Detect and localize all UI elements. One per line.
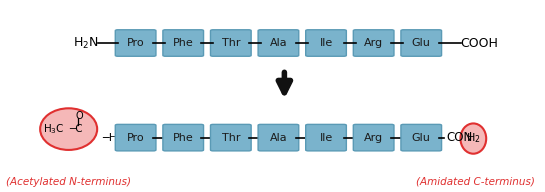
Text: (Acetylated N-terminus): (Acetylated N-terminus): [6, 177, 131, 187]
FancyBboxPatch shape: [306, 124, 347, 151]
FancyBboxPatch shape: [258, 124, 299, 151]
Text: Pro: Pro: [127, 133, 144, 143]
FancyBboxPatch shape: [116, 30, 156, 56]
Text: Ala: Ala: [270, 133, 287, 143]
Text: Thr: Thr: [222, 133, 240, 143]
Text: Phe: Phe: [173, 38, 193, 48]
Text: Arg: Arg: [364, 133, 383, 143]
FancyBboxPatch shape: [353, 124, 394, 151]
Ellipse shape: [461, 123, 486, 154]
Text: Phe: Phe: [173, 133, 193, 143]
Text: Thr: Thr: [222, 38, 240, 48]
FancyBboxPatch shape: [210, 30, 251, 56]
FancyBboxPatch shape: [306, 30, 347, 56]
Text: H$_2$: H$_2$: [466, 132, 481, 146]
Text: Glu: Glu: [412, 38, 431, 48]
Text: Ala: Ala: [270, 38, 287, 48]
Text: Arg: Arg: [364, 38, 383, 48]
Text: Ile: Ile: [319, 38, 332, 48]
Text: O: O: [76, 111, 83, 121]
Text: Pro: Pro: [127, 38, 144, 48]
Text: Glu: Glu: [412, 133, 431, 143]
Text: ─C: ─C: [69, 124, 83, 134]
Text: ─HN: ─HN: [102, 133, 126, 143]
FancyArrowPatch shape: [278, 72, 290, 93]
FancyBboxPatch shape: [401, 30, 441, 56]
Text: H$_2$N: H$_2$N: [73, 36, 99, 50]
FancyBboxPatch shape: [401, 124, 441, 151]
FancyBboxPatch shape: [163, 124, 203, 151]
Text: CON: CON: [446, 131, 473, 144]
FancyBboxPatch shape: [163, 30, 203, 56]
Text: Ile: Ile: [319, 133, 332, 143]
FancyBboxPatch shape: [353, 30, 394, 56]
FancyBboxPatch shape: [258, 30, 299, 56]
FancyBboxPatch shape: [210, 124, 251, 151]
FancyBboxPatch shape: [116, 124, 156, 151]
Text: COOH: COOH: [460, 36, 498, 50]
Ellipse shape: [40, 108, 97, 150]
Text: (Amidated C-terminus): (Amidated C-terminus): [416, 177, 535, 187]
Text: H$_3$C: H$_3$C: [43, 122, 64, 136]
